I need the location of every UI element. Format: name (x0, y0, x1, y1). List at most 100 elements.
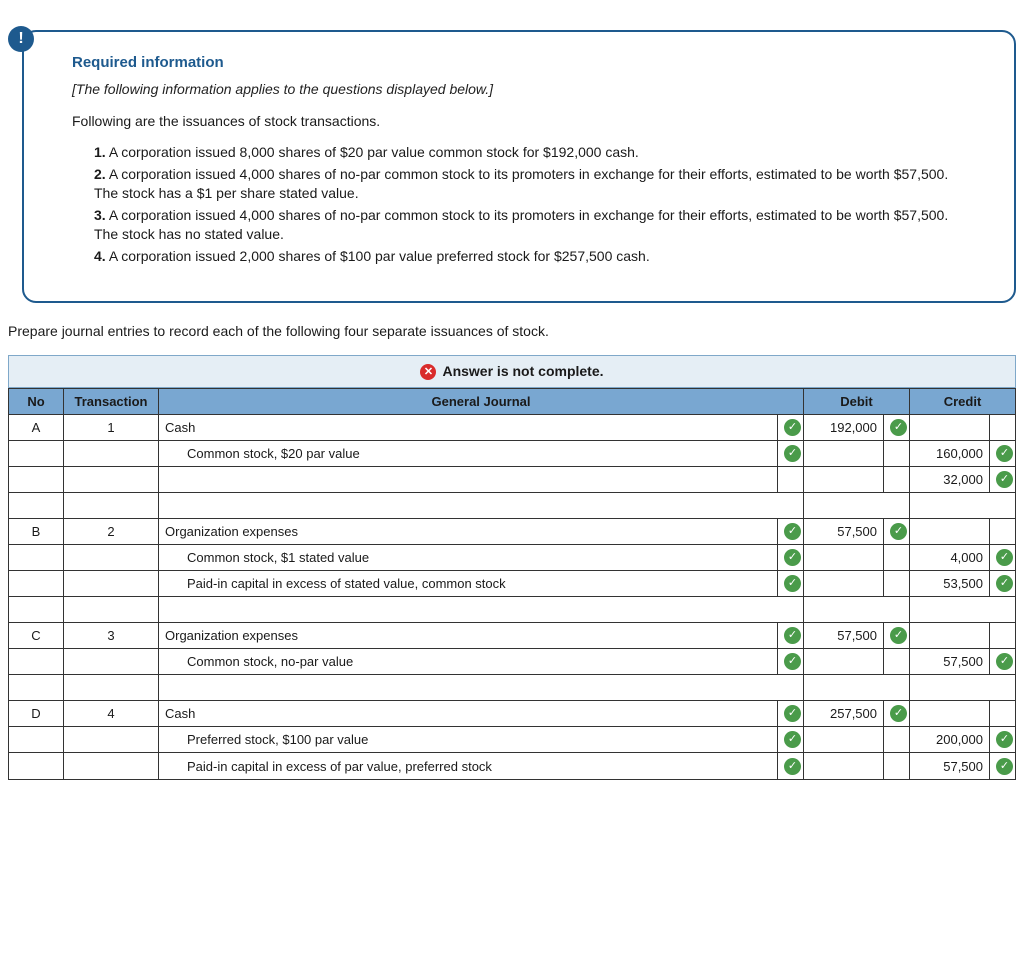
cell-debit[interactable] (804, 727, 884, 753)
info-list: 1. A corporation issued 8,000 shares of … (72, 143, 974, 267)
cell-account[interactable]: Organization expenses (159, 623, 778, 649)
check-icon: ✓ (784, 419, 801, 436)
cell-account-check: ✓ (777, 623, 803, 649)
check-icon: ✓ (784, 445, 801, 462)
cell-debit-check (884, 727, 910, 753)
col-debit: Debit (804, 388, 910, 414)
cell-transaction: 4 (64, 701, 159, 727)
table-row: A1Cash✓192,000✓ (9, 414, 1016, 440)
cell-transaction: 1 (64, 414, 159, 440)
cell-account-check (777, 466, 803, 492)
cell-account[interactable]: Common stock, $20 par value (159, 440, 778, 466)
cell-account[interactable]: Common stock, $1 stated value (159, 545, 778, 571)
cell-account-check: ✓ (777, 571, 803, 597)
check-icon: ✓ (890, 523, 907, 540)
check-icon: ✓ (890, 627, 907, 644)
cell-debit[interactable] (804, 466, 884, 492)
table-row: D4Cash✓257,500✓ (9, 701, 1016, 727)
check-icon: ✓ (784, 653, 801, 670)
cell-credit[interactable]: 53,500 (910, 571, 990, 597)
cell-credit[interactable] (910, 623, 990, 649)
check-icon: ✓ (996, 549, 1013, 566)
check-icon: ✓ (784, 705, 801, 722)
answer-status-banner: ✕Answer is not complete. (8, 355, 1016, 388)
check-icon: ✓ (890, 419, 907, 436)
col-transaction: Transaction (64, 388, 159, 414)
cell-account-check: ✓ (777, 519, 803, 545)
cell-credit[interactable]: 57,500 (910, 753, 990, 779)
cell-credit[interactable] (910, 414, 990, 440)
table-row (9, 597, 1016, 623)
cell-credit[interactable]: 160,000 (910, 440, 990, 466)
cell-no (9, 727, 64, 753)
instruction-text: Prepare journal entries to record each o… (8, 323, 1016, 339)
check-icon: ✓ (784, 731, 801, 748)
col-credit: Credit (910, 388, 1016, 414)
cell-debit[interactable] (804, 753, 884, 779)
check-icon: ✓ (996, 758, 1013, 775)
cell-debit-check (884, 440, 910, 466)
table-row: Preferred stock, $100 par value ✓ 200,000 ✓ (9, 727, 1016, 753)
cell-transaction (64, 571, 159, 597)
cell-no: D (9, 701, 64, 727)
cell-account[interactable]: Organization expenses (159, 519, 778, 545)
cell-no (9, 545, 64, 571)
cell-credit-check: ✓ (990, 727, 1016, 753)
check-icon: ✓ (784, 758, 801, 775)
cell-credit-check (990, 623, 1016, 649)
info-badge-icon: ! (8, 26, 34, 52)
required-info-section: ! Required information [The following in… (12, 30, 1016, 303)
cell-account[interactable]: Paid-in capital in excess of stated valu… (159, 571, 778, 597)
cell-no: B (9, 519, 64, 545)
cell-debit[interactable] (804, 571, 884, 597)
cell-transaction (64, 649, 159, 675)
info-lead: Following are the issuances of stock tra… (72, 113, 974, 129)
cell-account[interactable]: Cash (159, 701, 778, 727)
cell-debit[interactable]: 257,500 (804, 701, 884, 727)
cell-debit[interactable]: 192,000 (804, 414, 884, 440)
cell-account[interactable]: Cash (159, 414, 778, 440)
cell-no: C (9, 623, 64, 649)
table-row: Common stock, $1 stated value✓4,000✓ (9, 545, 1016, 571)
cell-no: A (9, 414, 64, 440)
cell-account[interactable]: Common stock, no-par value (159, 649, 778, 675)
cell-credit-check: ✓ (990, 466, 1016, 492)
cell-no (9, 466, 64, 492)
cell-debit[interactable]: 57,500 (804, 623, 884, 649)
table-row: Common stock, $20 par value ✓ 160,000 ✓ (9, 440, 1016, 466)
cell-credit-check: ✓ (990, 649, 1016, 675)
cell-account[interactable]: Paid-in capital in excess of par value, … (159, 753, 778, 779)
cell-account-check: ✓ (777, 649, 803, 675)
cell-account-check: ✓ (777, 414, 803, 440)
table-row: Paid-in capital in excess of par value, … (9, 753, 1016, 779)
check-icon: ✓ (996, 731, 1013, 748)
check-icon: ✓ (996, 653, 1013, 670)
cell-credit[interactable]: 32,000 (910, 466, 990, 492)
cell-credit[interactable] (910, 701, 990, 727)
cell-credit[interactable]: 200,000 (910, 727, 990, 753)
cell-debit[interactable] (804, 649, 884, 675)
cell-credit[interactable]: 4,000 (910, 545, 990, 571)
cell-no (9, 440, 64, 466)
cell-transaction (64, 466, 159, 492)
cell-account-check: ✓ (777, 753, 803, 779)
table-row: Paid-in capital in excess of stated valu… (9, 571, 1016, 597)
table-row: 32,000✓ (9, 466, 1016, 492)
cell-transaction (64, 753, 159, 779)
table-header-row: No Transaction General Journal Debit Cre… (9, 388, 1016, 414)
check-icon: ✓ (890, 705, 907, 722)
cell-debit-check: ✓ (884, 701, 910, 727)
cell-debit[interactable] (804, 440, 884, 466)
cell-debit[interactable]: 57,500 (804, 519, 884, 545)
cell-credit-check: ✓ (990, 440, 1016, 466)
cell-debit[interactable] (804, 545, 884, 571)
cell-credit[interactable] (910, 519, 990, 545)
check-icon: ✓ (996, 445, 1013, 462)
cell-credit[interactable]: 57,500 (910, 649, 990, 675)
table-row: B2Organization expenses✓57,500✓ (9, 519, 1016, 545)
cell-account[interactable]: Preferred stock, $100 par value (159, 727, 778, 753)
cell-account[interactable] (159, 466, 778, 492)
cell-credit-check (990, 519, 1016, 545)
table-row (9, 675, 1016, 701)
info-item: 1. A corporation issued 8,000 shares of … (94, 143, 974, 163)
